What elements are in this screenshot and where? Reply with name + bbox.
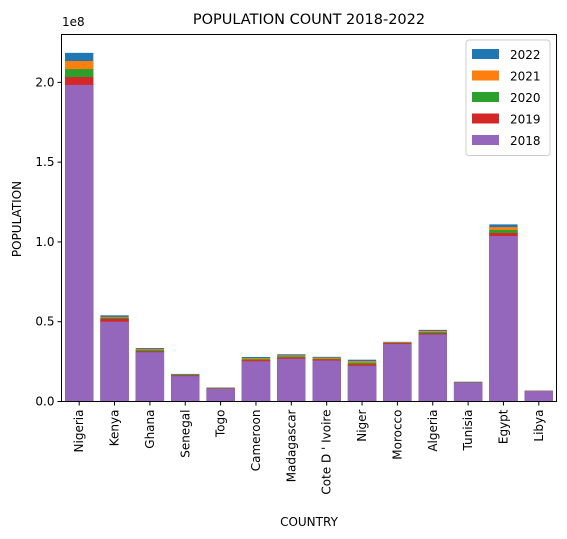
x-tick-label: Ghana xyxy=(143,410,157,449)
y-tick-label: 1.0 xyxy=(35,235,54,249)
legend-label-2021: 2021 xyxy=(510,70,541,84)
bar-2018-5 xyxy=(241,361,271,402)
x-tick-label: Togo xyxy=(214,410,228,439)
x-tick-label: Kenya xyxy=(108,410,122,447)
x-tick-label: Senegal xyxy=(178,410,192,458)
x-tick-label: Cote D ' Ivoire xyxy=(320,410,334,495)
y-tick-label: 0.0 xyxy=(35,395,54,409)
legend-label-2019: 2019 xyxy=(510,113,541,127)
legend-swatch-2018 xyxy=(472,135,499,145)
bar-2018-13 xyxy=(524,390,553,402)
x-tick-label: Cameroon xyxy=(249,410,263,472)
y-tick-label: 2.0 xyxy=(35,75,54,89)
x-tick-label: Nigeria xyxy=(72,410,86,453)
y-tick-label: 0.5 xyxy=(35,315,54,329)
bar-2018-2 xyxy=(135,352,165,402)
x-tick-label: Algeria xyxy=(426,410,440,452)
bar-2018-8 xyxy=(347,365,377,402)
bar-2018-6 xyxy=(277,358,306,402)
legend-swatch-2022 xyxy=(472,49,499,59)
bars-layer xyxy=(65,52,553,402)
legend-box xyxy=(465,39,551,156)
x-axis-label: COUNTRY xyxy=(280,515,338,529)
y-axis-label: POPULATION xyxy=(10,181,24,257)
bar-2018-1 xyxy=(100,321,129,402)
y-tick-label: 1.5 xyxy=(35,155,54,169)
legend-label-2020: 2020 xyxy=(510,91,541,105)
x-axis: Nigeria Kenya Ghana Senegal Togo Cameroon Mada… xyxy=(72,401,546,495)
legend-swatch-2021 xyxy=(472,70,499,81)
y-axis: 0.0 0.5 1.0 1.5 2.0 xyxy=(35,75,62,409)
bar-2018-7 xyxy=(312,360,341,402)
x-tick-label: Morocco xyxy=(390,410,404,460)
bar-2018-4 xyxy=(206,388,235,402)
legend: 2022 2021 2020 2019 2018 xyxy=(465,39,551,156)
x-tick-label: Egypt xyxy=(496,409,510,444)
chart-title: POPULATION COUNT 2018-2022 xyxy=(193,12,425,28)
bar-2018-10 xyxy=(418,334,447,402)
x-tick-label: Libya xyxy=(532,410,546,442)
bar-2018-3 xyxy=(171,376,200,402)
bar-2018-0 xyxy=(65,84,94,402)
legend-label-2022: 2022 xyxy=(510,48,541,62)
legend-label-2018: 2018 xyxy=(510,134,541,148)
legend-swatch-2020 xyxy=(472,92,499,102)
y-multiplier-label: 1e8 xyxy=(62,15,85,29)
bar-2018-12 xyxy=(489,236,518,402)
bar-2018-11 xyxy=(453,382,483,402)
x-tick-label: Madagascar xyxy=(284,409,298,482)
legend-swatch-2019 xyxy=(472,113,499,124)
x-tick-label: Tunisia xyxy=(461,410,475,452)
plot-frame xyxy=(61,34,557,402)
bar-2018-9 xyxy=(383,344,412,402)
x-tick-label: Niger xyxy=(355,409,369,441)
